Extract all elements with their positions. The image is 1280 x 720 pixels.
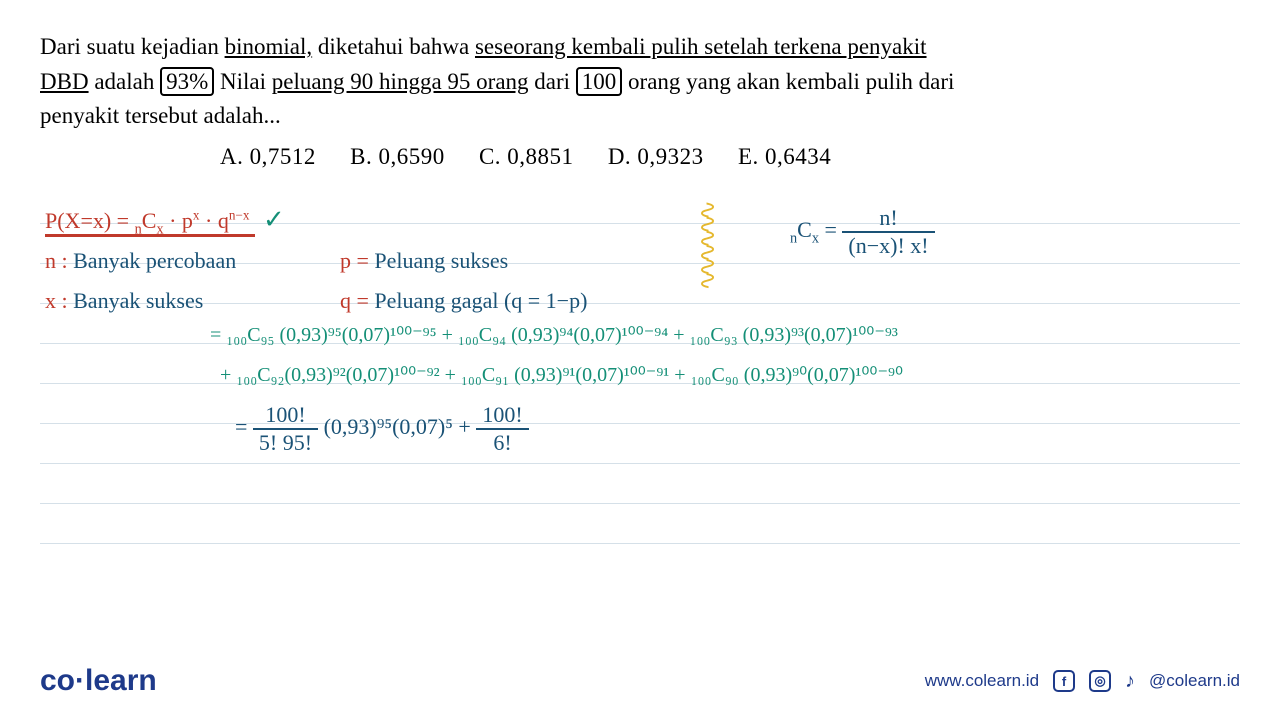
facebook-icon: f [1053, 670, 1075, 692]
hw-x-def-text: Banyak sukses [68, 288, 204, 313]
hw-ncx-num: n! [842, 205, 934, 233]
hw-q-def: q = Peluang gagal (q = 1−p) [340, 288, 587, 314]
q-text: Nilai [214, 69, 272, 94]
answer-options: A. 0,7512 B. 0,6590 C. 0,8851 D. 0,9323 … [40, 144, 1240, 170]
hw-ncx-eq: = [819, 217, 842, 242]
option-a: A. 0,7512 [220, 144, 316, 169]
hw-ncx-den: (n−x)! x! [842, 233, 934, 259]
hw-n-label: n : [45, 248, 68, 273]
hw-blue-num1: 100! [253, 402, 318, 430]
hw-n-def-text: Banyak percobaan [68, 248, 237, 273]
logo-co: co [40, 664, 75, 697]
hw-x-def: x : Banyak sukses [45, 288, 203, 314]
hw-blue-mid: (0,93)⁹⁵(0,07)⁵ + [324, 414, 477, 439]
q-box-93: 93% [160, 67, 214, 96]
hw-p: · p [164, 208, 193, 233]
hw-sup-x: x [193, 208, 200, 223]
q-text: Dari suatu kejadian [40, 34, 225, 59]
hw-x-label: x : [45, 288, 68, 313]
q-text: adalah [89, 69, 161, 94]
hw-ncx-c: C [797, 217, 812, 242]
hw-blue-den1: 5! 95! [253, 430, 318, 456]
hw-c: C [142, 208, 157, 233]
footer: co·learn www.colearn.id f ◎ ♪ @colearn.i… [0, 664, 1280, 698]
hw-formula-main: P(X=x) = nCx · px · qn−x ✓ [45, 205, 285, 238]
q-box-100: 100 [576, 67, 623, 96]
q-text: orang yang akan kembali pulih dari [622, 69, 954, 94]
tiktok-icon: ♪ [1125, 670, 1135, 693]
hw-teal-row2: + ₁₀₀C₉₂(0,93)⁹²(0,07)¹⁰⁰⁻⁹² + ₁₀₀C₉₁ (0… [220, 362, 903, 387]
question-text: Dari suatu kejadian binomial, diketahui … [40, 30, 1240, 134]
hw-blue-num2: 100! [476, 402, 528, 430]
footer-url: www.colearn.id [925, 671, 1039, 691]
hw-blue-eq: = [235, 414, 247, 439]
hw-sub-x: x [156, 221, 163, 237]
hw-teal-row1: = ₁₀₀C₉₅ (0,93)⁹⁵(0,07)¹⁰⁰⁻⁹⁵ + ₁₀₀C₉₄ (… [210, 322, 898, 347]
hw-sub-n: n [135, 221, 142, 237]
hw-p-label: p = [340, 248, 369, 273]
hw-p-def-text: Peluang sukses [369, 248, 508, 273]
q-text: diketahui bahwa [312, 34, 475, 59]
wavy-divider-icon: ∿∿∿∿∿∿ [700, 200, 713, 285]
footer-right: www.colearn.id f ◎ ♪ @colearn.id [925, 670, 1240, 693]
hw-p-def: p = Peluang sukses [340, 248, 508, 274]
q-underline-peluang: peluang 90 hingga 95 orang [272, 69, 529, 94]
logo: co·learn [40, 664, 157, 698]
hw-sup-nx: n−x [229, 208, 250, 223]
footer-handle: @colearn.id [1149, 671, 1240, 691]
q-underline-phrase1: seseorang kembali pulih setelah terkena … [475, 34, 927, 59]
logo-dot: · [75, 664, 85, 697]
check-icon: ✓ [263, 205, 285, 234]
logo-learn: learn [85, 664, 157, 697]
option-c: C. 0,8851 [479, 144, 574, 169]
option-e: E. 0,6434 [738, 144, 831, 169]
q-text: dari [529, 69, 576, 94]
q-line3: penyakit tersebut adalah... [40, 103, 281, 128]
hw-formula-lhs: P(X=x) = [45, 208, 135, 233]
hw-n-def: n : Banyak percobaan [45, 248, 236, 274]
hw-ncx-x: x [812, 230, 819, 246]
q-underline-dbd: DBD [40, 69, 89, 94]
hw-blue-calc: = 100! 5! 95! (0,93)⁹⁵(0,07)⁵ + 100! 6! [235, 402, 529, 456]
hw-q-label: q = [340, 288, 369, 313]
option-b: B. 0,6590 [350, 144, 445, 169]
hw-ncx-formula: nCx = n! (n−x)! x! [790, 205, 935, 259]
q-underline-binomial: binomial, [225, 34, 313, 59]
hw-q: · q [200, 208, 229, 233]
instagram-icon: ◎ [1089, 670, 1111, 692]
hw-q-def-text: Peluang gagal (q = 1−p) [369, 288, 588, 313]
hw-blue-den2: 6! [476, 430, 528, 456]
option-d: D. 0,9323 [608, 144, 704, 169]
